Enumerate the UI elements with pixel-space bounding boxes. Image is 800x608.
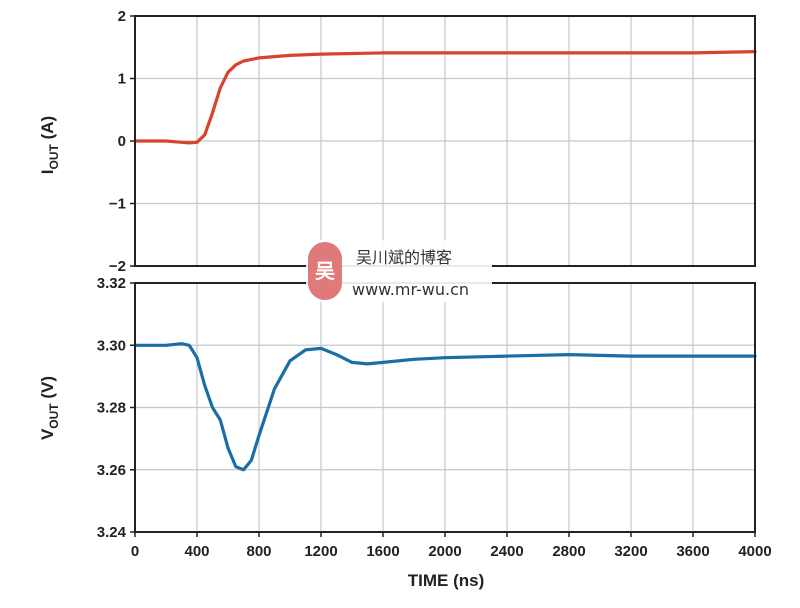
current-symbol: I <box>38 169 57 174</box>
voltage-subscript: OUT <box>47 403 61 429</box>
voltage-series-line <box>133 342 757 472</box>
voltage-ytick-label: 3.28 <box>97 400 126 417</box>
svg-text:IOUT (A): IOUT (A) <box>38 116 61 174</box>
watermark-line-2: www.mr-wu.cn <box>352 280 469 299</box>
current-ytick-label: −1 <box>109 196 126 213</box>
watermark-line-1: 吴川斌的博客 <box>356 248 452 267</box>
voltage-ytick-label: 3.30 <box>97 337 126 354</box>
x-tick-label: 400 <box>184 543 209 560</box>
voltage-panel: 3.32 3.30 3.28 3.26 3.240 400 800 1200 1600 2000 2… <box>97 275 772 560</box>
voltage-unit: (V) <box>38 376 57 403</box>
voltage-ytick-label: 3.32 <box>97 275 126 292</box>
current-ytick-label: 1 <box>118 71 126 88</box>
current-panel: 2 1 0 −1 −2 <box>109 8 757 275</box>
watermark: 吴 吴川斌的博客 www.mr-wu.cn <box>306 240 492 302</box>
x-tick-label: 0 <box>131 543 139 560</box>
x-axis-label: TIME (ns) <box>408 571 485 590</box>
voltage-ytick-label: 3.24 <box>97 524 127 541</box>
x-tick-label: 2400 <box>490 543 523 560</box>
current-series-line <box>133 50 757 145</box>
watermark-logo-char: 吴 <box>315 259 335 283</box>
watermark-logo <box>308 242 342 300</box>
x-tick-label: 1200 <box>304 543 337 560</box>
x-tick-label: 800 <box>246 543 271 560</box>
current-ytick-label: −2 <box>109 258 126 275</box>
voltage-ytick-label: 3.26 <box>97 462 126 479</box>
x-tick-label: 2000 <box>428 543 461 560</box>
current-ytick-label: 2 <box>118 8 126 25</box>
x-tick-label: 3200 <box>614 543 647 560</box>
voltage-symbol: V <box>38 428 57 440</box>
x-tick-label: 1600 <box>366 543 399 560</box>
current-unit: (A) <box>38 116 57 144</box>
x-tick-label: 4000 <box>738 543 771 560</box>
current-subscript: OUT <box>47 143 61 169</box>
y-axis-label-voltage: VOUT (V) <box>38 376 61 440</box>
x-tick-label: 3600 <box>676 543 709 560</box>
svg-text:VOUT (V): VOUT (V) <box>38 376 61 440</box>
x-tick-label: 2800 <box>552 543 585 560</box>
current-ytick-label: 0 <box>118 133 126 150</box>
y-axis-label-current: IOUT (A) <box>38 116 61 174</box>
